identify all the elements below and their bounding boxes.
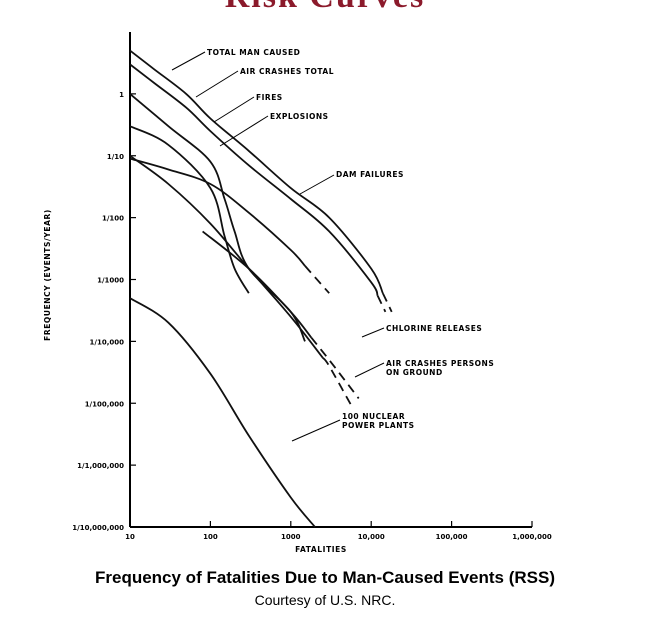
y-tick-label: 1/100,000 xyxy=(85,400,124,408)
leader-line-total-man-caused xyxy=(171,51,206,71)
series-chlorine-releases-line xyxy=(202,230,313,339)
series-air-crashes-total-dashed xyxy=(376,295,387,313)
y-tick-label: 1 xyxy=(119,91,124,99)
leader-line-nuclear-power-plants xyxy=(291,419,341,442)
series-label-fires: FIRES xyxy=(256,93,283,102)
series-label-nuclear-power-plants: POWER PLANTS xyxy=(342,421,415,430)
series-air-crashes-persons-on-ground-dashed xyxy=(322,357,355,410)
series-layer xyxy=(129,49,393,528)
series-dam-failures-dashed xyxy=(304,265,330,294)
leader-line-dam-failures xyxy=(299,174,335,195)
y-axis-label: FREQUENCY (EVENTS/YEAR) xyxy=(43,209,52,341)
series-fires-line xyxy=(129,125,250,294)
series-label-dam-failures: DAM FAILURES xyxy=(336,170,404,179)
leader-line-air-crashes-persons-on-ground xyxy=(354,362,385,378)
leader-line-fires xyxy=(213,96,255,123)
leader-line-chlorine-releases xyxy=(361,327,385,338)
risk-curves-chart: 10 100 1000 10,000 100,000 1,000,000 1 1/10 1/10… xyxy=(43,32,552,554)
series-total-man-caused-line xyxy=(129,49,384,294)
x-axis-label: FATALITIES xyxy=(295,545,347,554)
y-tick-label: 1/1,000,000 xyxy=(77,462,124,470)
leader-line-explosions xyxy=(219,115,269,147)
series-label-air-crashes-persons-on-ground: AIR CRASHES PERSONS xyxy=(386,359,494,368)
y-tick-label: 1/1000 xyxy=(97,277,124,285)
series-explosions-line xyxy=(129,93,306,342)
series-label-nuclear-power-plants: 100 NUCLEAR xyxy=(342,412,405,421)
x-tick-label: 100 xyxy=(203,533,218,541)
source-credit: Courtesy of U.S. NRC. xyxy=(254,592,396,608)
y-tick-label: 1/10,000,000 xyxy=(72,524,124,532)
series-label-total-man-caused: TOTAL MAN CAUSED xyxy=(207,48,300,57)
leader-line-air-crashes-total xyxy=(195,70,239,98)
x-tick-label: 1,000,000 xyxy=(512,533,552,541)
chart-caption: Frequency of Fatalities Due to Man-Cause… xyxy=(94,568,556,587)
series-label-chlorine-releases: CHLORINE RELEASES xyxy=(386,324,482,333)
series-label-air-crashes-total: AIR CRASHES TOTAL xyxy=(240,67,334,76)
annotations-layer: TOTAL MAN CAUSED AIR CRASHES TOTAL FIRES EX… xyxy=(171,48,494,442)
series-chlorine-releases-dashed xyxy=(310,337,360,399)
series-dam-failures-line xyxy=(129,157,306,267)
x-tick-label: 10,000 xyxy=(358,533,385,541)
series-air-crashes-persons-on-ground-line xyxy=(129,155,324,359)
series-air-crashes-total-line xyxy=(129,63,379,297)
x-tick-label: 10 xyxy=(125,533,135,541)
y-tick-label: 1/10 xyxy=(107,153,124,161)
slide-title: Risk Curves xyxy=(0,0,650,16)
series-nuclear-power-plants-line xyxy=(129,297,316,528)
x-tick-label: 100,000 xyxy=(436,533,468,541)
series-label-explosions: EXPLOSIONS xyxy=(270,112,329,121)
axes: 10 100 1000 10,000 100,000 1,000,000 1 1/10 1/10… xyxy=(72,32,552,541)
y-tick-label: 1/100 xyxy=(102,215,124,223)
series-label-air-crashes-persons-on-ground: ON GROUND xyxy=(386,368,443,377)
series-total-man-caused-dashed xyxy=(382,292,393,313)
y-tick-label: 1/10,000 xyxy=(90,338,125,346)
x-tick-label: 1000 xyxy=(281,533,301,541)
